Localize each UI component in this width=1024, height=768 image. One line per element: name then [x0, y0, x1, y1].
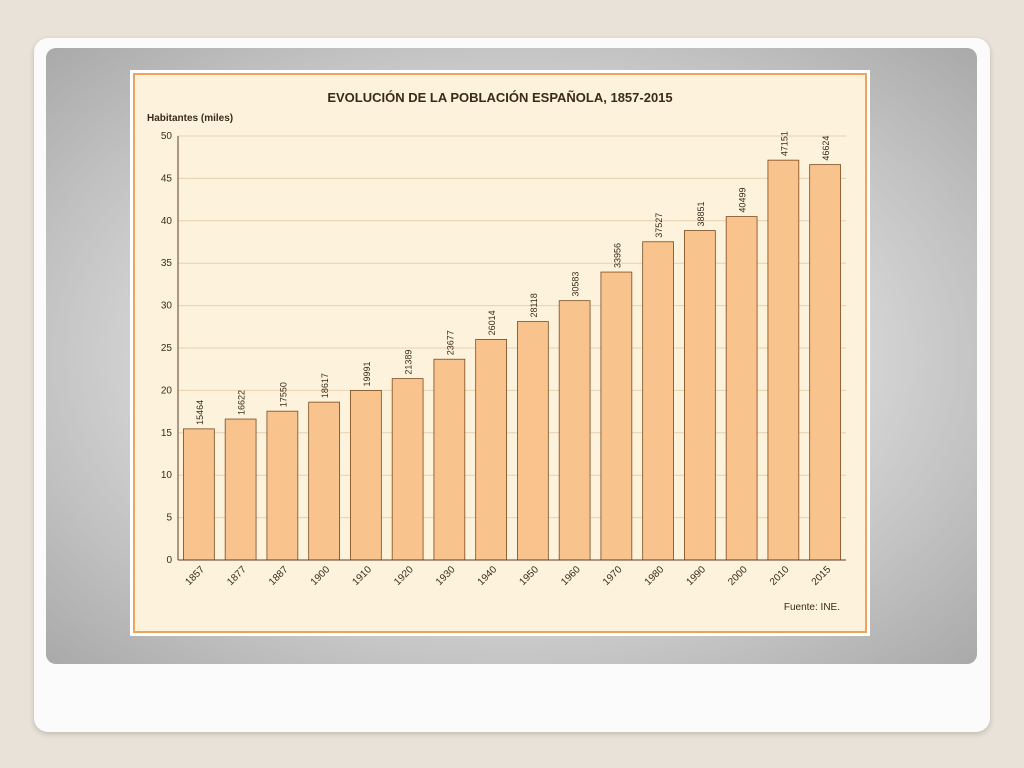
bar: [475, 339, 507, 561]
y-tick-label: 0: [166, 555, 172, 566]
bar-value-label: 40499: [738, 188, 748, 213]
bar-value-label: 46624: [821, 136, 831, 161]
bar: [350, 390, 382, 561]
bar: [767, 159, 800, 561]
bar: [809, 164, 841, 561]
y-tick-label: 20: [161, 385, 173, 396]
y-tick-label: 25: [161, 343, 173, 354]
bar-value-label: 19991: [362, 361, 372, 386]
bar: [517, 321, 549, 561]
bar-value-label: 17550: [278, 382, 288, 407]
slide-card: EVOLUCIÓN DE LA POBLACIÓN ESPAÑOLA, 1857…: [34, 38, 990, 732]
bar: [684, 230, 716, 561]
y-tick-label: 5: [166, 513, 172, 524]
y-tick-label: 10: [161, 470, 173, 481]
bar: [224, 418, 257, 561]
bar-value-label: 15464: [195, 400, 205, 425]
bar-value-label: 38851: [696, 202, 706, 227]
y-axis-label: Habitantes (miles): [147, 113, 233, 124]
bar: [266, 410, 299, 561]
bar-value-label: 26014: [487, 310, 497, 335]
bar-value-label: 21389: [404, 350, 414, 375]
bar: [600, 271, 633, 561]
y-tick-label: 40: [161, 216, 173, 227]
bar-value-label: 33956: [612, 243, 622, 268]
bar-value-label: 37527: [654, 213, 664, 238]
bar-value-label: 47151: [779, 131, 789, 156]
y-tick-label: 30: [161, 301, 173, 312]
bar-value-label: 16622: [237, 390, 247, 415]
chart-image: EVOLUCIÓN DE LA POBLACIÓN ESPAÑOLA, 1857…: [130, 70, 870, 636]
bar-value-label: 30583: [571, 272, 581, 297]
population-bar-chart: EVOLUCIÓN DE LA POBLACIÓN ESPAÑOLA, 1857…: [133, 73, 867, 633]
bar: [433, 358, 466, 561]
slide-panel: EVOLUCIÓN DE LA POBLACIÓN ESPAÑOLA, 1857…: [46, 48, 977, 664]
bar: [308, 401, 340, 561]
bar: [391, 378, 424, 561]
bar: [725, 216, 758, 561]
bar: [183, 428, 215, 561]
bar-value-label: 23677: [445, 330, 455, 355]
y-tick-label: 35: [161, 258, 173, 269]
bar-value-label: 28118: [529, 293, 539, 317]
bar: [642, 241, 674, 561]
y-tick-label: 50: [161, 131, 173, 142]
source-note: Fuente: INE.: [784, 602, 840, 613]
bar-value-label: 18617: [320, 373, 330, 398]
y-tick-label: 45: [161, 173, 173, 184]
y-tick-label: 15: [161, 428, 173, 439]
chart-title: EVOLUCIÓN DE LA POBLACIÓN ESPAÑOLA, 1857…: [327, 90, 672, 105]
bar: [558, 300, 591, 561]
